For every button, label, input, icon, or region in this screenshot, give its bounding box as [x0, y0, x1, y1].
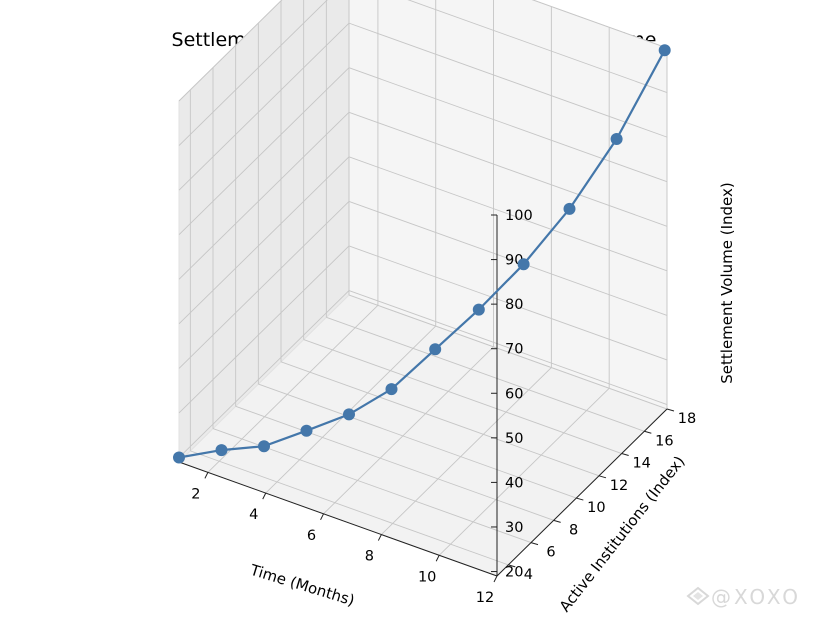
grid-line-y-floor — [348, 294, 668, 410]
grid-line-z-left — [178, 245, 350, 414]
grid-line-z-back — [348, 200, 668, 316]
z-tick-label: 40 — [505, 475, 523, 491]
grid-line-y-floor — [280, 361, 600, 477]
axis-panes — [178, 0, 668, 577]
grid-line-z-left — [178, 0, 328, 146]
left-wall-pane — [178, 0, 350, 464]
y-tick-mark — [666, 408, 675, 412]
diamond-logo-icon — [686, 586, 710, 606]
watermark: @XOXO — [686, 585, 801, 609]
data-point — [658, 44, 671, 57]
data-point — [258, 440, 270, 453]
grid-line-z-back — [348, 245, 668, 361]
x-tick-mark — [377, 534, 382, 541]
y-axis-line — [496, 408, 668, 577]
z-tick-label: 20 — [505, 565, 523, 581]
grid-line-y-floor — [190, 450, 509, 566]
grid-line-y-floor — [303, 339, 622, 454]
grid-line-z-left — [178, 201, 350, 369]
x-tick-label: 4 — [249, 507, 258, 523]
axis-lines — [178, 215, 668, 577]
y-tick-mark — [644, 430, 652, 434]
data-point — [472, 303, 485, 316]
grid-line-z-left — [178, 156, 350, 325]
grid-line-z-back — [348, 111, 668, 227]
grid-line-z-back — [348, 22, 668, 138]
grid-lines — [178, 0, 668, 577]
x-axis-line — [178, 461, 498, 577]
y-tick-label: 4 — [524, 567, 533, 583]
data-point — [300, 424, 313, 437]
x-tick-mark — [493, 575, 498, 583]
y-tick-mark — [508, 564, 516, 568]
grid-line-y-floor — [258, 383, 577, 499]
x-tick-label: 8 — [365, 549, 374, 565]
x-axis-label: Time (Months) — [247, 561, 357, 610]
grid-line-z-left — [178, 0, 283, 102]
series-line — [178, 49, 666, 459]
data-point — [173, 451, 185, 464]
data-point — [517, 258, 530, 271]
x-tick-label: 6 — [307, 528, 316, 544]
data-series — [173, 44, 671, 464]
x-tick-mark — [204, 472, 209, 479]
z-tick-label: 70 — [505, 342, 523, 358]
y-tick-label: 10 — [587, 500, 605, 516]
grid-line-z-back — [348, 156, 668, 272]
watermark-text: @XOXO — [711, 585, 801, 609]
x-tick-mark — [320, 513, 324, 521]
grid-line-y-floor — [235, 405, 554, 521]
grid-line-z-back — [407, 0, 668, 93]
x-axis-ticks: 2 4 6 8 10 12 — [191, 472, 498, 606]
grid-line-x-floor — [438, 387, 610, 556]
y-tick-mark — [530, 542, 539, 546]
y-tick-label: 6 — [546, 545, 555, 561]
data-point — [429, 343, 442, 356]
y-tick-label: 8 — [569, 522, 578, 538]
z-tick-label: 30 — [505, 520, 523, 536]
data-point — [215, 444, 228, 457]
grid-line-z-left — [178, 290, 350, 458]
z-tick-label: 80 — [505, 297, 523, 313]
y-tick-label: 12 — [610, 478, 628, 494]
grid-line-z-back — [348, 67, 668, 183]
data-point — [385, 383, 398, 396]
grid-line-x-floor — [323, 346, 494, 515]
data-point — [610, 133, 623, 145]
z-tick-label: 50 — [505, 431, 523, 447]
y-tick-mark — [621, 453, 629, 457]
y-tick-mark — [598, 475, 607, 479]
grid-line-y-floor — [326, 316, 645, 432]
data-point — [563, 202, 576, 215]
grid-line-z-back — [531, 0, 668, 49]
y-tick-mark — [553, 519, 561, 523]
y-tick-label: 16 — [655, 433, 673, 449]
x-tick-label: 12 — [476, 590, 494, 606]
z-tick-label: 100 — [505, 208, 533, 224]
y-tick-label: 14 — [632, 456, 650, 472]
y-tick-mark — [576, 497, 584, 501]
grid-line-x-floor — [381, 367, 552, 535]
grid-line-z-left — [178, 67, 350, 236]
grid-line-z-left — [178, 22, 350, 191]
x-tick-mark — [262, 492, 267, 500]
data-point — [343, 408, 355, 421]
x-tick-label: 2 — [191, 486, 200, 502]
z-tick-label: 60 — [505, 386, 523, 402]
y-tick-label: 18 — [678, 411, 696, 427]
x-tick-mark — [435, 555, 440, 562]
grid-line-z-back — [348, 290, 668, 405]
grid-line-z-left — [178, 111, 350, 280]
grid-line-x-floor — [207, 305, 379, 473]
x-tick-label: 10 — [418, 569, 436, 585]
z-axis-label: Settlement Volume (Index) — [718, 182, 736, 383]
